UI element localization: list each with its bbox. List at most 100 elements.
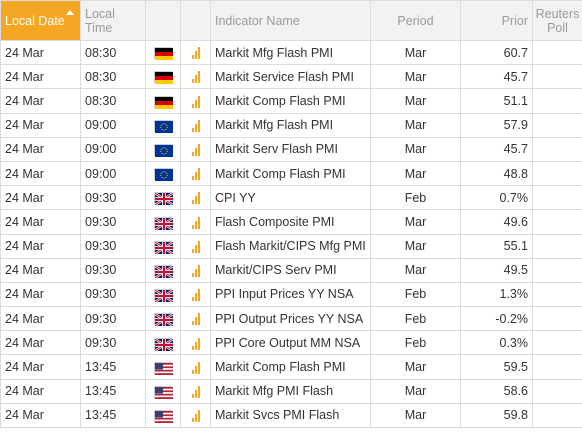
column-header-country[interactable] bbox=[145, 0, 181, 41]
row-prior: 55.1 bbox=[460, 233, 533, 259]
us-flag-icon bbox=[154, 361, 173, 375]
row-importance bbox=[180, 185, 211, 211]
header-row: Local Date Local Time Indicator Name Per… bbox=[0, 0, 582, 41]
row-indicator-name[interactable]: PPI Output Prices YY NSA bbox=[210, 306, 371, 332]
uk-flag-icon bbox=[154, 313, 174, 328]
row-country bbox=[145, 257, 181, 283]
row-importance bbox=[180, 306, 211, 332]
table-row[interactable]: 24 Mar 09:00 Markit Comp Flash PMI Mar 48.8 bbox=[0, 160, 582, 187]
importance-bars-icon bbox=[191, 168, 200, 181]
eu-flag-icon bbox=[154, 144, 173, 158]
row-period: Mar bbox=[370, 160, 461, 187]
table-row[interactable]: 24 Mar 13:45 Markit Svcs PMI Flash Mar 59.8 bbox=[0, 402, 582, 429]
column-header-indicator-name[interactable]: Indicator Name bbox=[210, 0, 371, 41]
row-period: Mar bbox=[370, 209, 461, 235]
period-label: Period bbox=[397, 13, 434, 28]
row-reuters-poll bbox=[532, 402, 582, 429]
importance-bars-icon bbox=[191, 95, 200, 108]
importance-bars-icon bbox=[191, 240, 200, 253]
table-row[interactable]: 24 Mar 09:30 PPI Output Prices YY NSA Feb -0… bbox=[0, 306, 582, 332]
row-date: 24 Mar bbox=[0, 136, 81, 162]
row-prior: 59.8 bbox=[460, 402, 533, 429]
table-row[interactable]: 24 Mar 09:00 Markit Mfg Flash PMI Mar 57.9 bbox=[0, 112, 582, 138]
row-indicator-name[interactable]: Markit Service Flash PMI bbox=[210, 64, 371, 90]
importance-bars-icon bbox=[191, 410, 200, 423]
row-indicator-name[interactable]: Markit Mfg PMI Flash bbox=[210, 378, 371, 404]
row-importance bbox=[180, 402, 211, 429]
row-reuters-poll bbox=[532, 257, 582, 283]
row-time: 09:00 bbox=[80, 136, 146, 162]
table-row[interactable]: 24 Mar 13:45 Markit Comp Flash PMI Mar 59.5 bbox=[0, 354, 582, 380]
importance-bars-icon bbox=[191, 216, 200, 229]
row-time: 09:30 bbox=[80, 185, 146, 211]
table-row[interactable]: 24 Mar 09:30 Markit/CIPS Serv PMI Mar 49.5 bbox=[0, 257, 582, 283]
row-reuters-poll bbox=[532, 185, 582, 211]
column-header-prior[interactable]: Prior bbox=[460, 0, 533, 41]
row-date: 24 Mar bbox=[0, 88, 81, 114]
uk-flag-icon bbox=[154, 337, 174, 352]
table-row[interactable]: 24 Mar 09:30 Flash Composite PMI Mar 49.6 bbox=[0, 209, 582, 235]
row-indicator-name[interactable]: Flash Composite PMI bbox=[210, 209, 371, 235]
table-row[interactable]: 24 Mar 09:30 PPI Core Output MM NSA Feb 0.3% bbox=[0, 330, 582, 356]
row-date: 24 Mar bbox=[0, 39, 81, 66]
row-indicator-name[interactable]: Markit Mfg Flash PMI bbox=[210, 112, 371, 138]
column-header-local-date[interactable]: Local Date bbox=[0, 0, 81, 41]
row-indicator-name[interactable]: CPI YY bbox=[210, 185, 371, 211]
row-importance bbox=[180, 378, 211, 404]
table-row[interactable]: 24 Mar 08:30 Markit Comp Flash PMI Mar 51.1 bbox=[0, 88, 582, 114]
row-indicator-name[interactable]: Markit Comp Flash PMI bbox=[210, 88, 371, 114]
row-indicator-name[interactable]: Markit Serv Flash PMI bbox=[210, 136, 371, 162]
importance-bars-icon bbox=[191, 313, 200, 326]
row-prior: 48.8 bbox=[460, 160, 533, 187]
us-flag-icon bbox=[154, 410, 173, 424]
row-period: Mar bbox=[370, 233, 461, 259]
column-header-period[interactable]: Period bbox=[370, 0, 461, 41]
row-prior: 0.7% bbox=[460, 185, 533, 211]
table-row[interactable]: 24 Mar 09:30 CPI YY Feb 0.7% bbox=[0, 185, 582, 211]
column-header-local-time[interactable]: Local Time bbox=[80, 0, 146, 41]
sort-ascending-icon bbox=[66, 10, 74, 15]
row-indicator-name[interactable]: Markit Comp Flash PMI bbox=[210, 160, 371, 187]
row-time: 09:30 bbox=[80, 281, 146, 308]
indicator-name-label: Indicator Name bbox=[215, 13, 300, 28]
row-country bbox=[145, 88, 181, 114]
table-row[interactable]: 24 Mar 08:30 Markit Service Flash PMI Mar 45… bbox=[0, 64, 582, 90]
row-reuters-poll bbox=[532, 88, 582, 114]
table-row[interactable]: 24 Mar 08:30 Markit Mfg Flash PMI Mar 60.7 bbox=[0, 39, 582, 66]
row-indicator-name[interactable]: Flash Markit/CIPS Mfg PMI bbox=[210, 233, 371, 259]
row-country bbox=[145, 330, 181, 356]
row-country bbox=[145, 64, 181, 90]
row-indicator-name[interactable]: Markit Mfg Flash PMI bbox=[210, 39, 371, 66]
row-date: 24 Mar bbox=[0, 209, 81, 235]
row-period: Mar bbox=[370, 378, 461, 404]
row-reuters-poll bbox=[532, 64, 582, 90]
row-indicator-name[interactable]: Markit/CIPS Serv PMI bbox=[210, 257, 371, 283]
row-indicator-name[interactable]: PPI Core Output MM NSA bbox=[210, 330, 371, 356]
importance-bars-icon bbox=[191, 289, 200, 302]
table-row[interactable]: 24 Mar 09:00 Markit Serv Flash PMI Mar 45.7 bbox=[0, 136, 582, 162]
row-country bbox=[145, 378, 181, 404]
row-country bbox=[145, 209, 181, 235]
column-header-reuters-poll[interactable]: Reuters Poll bbox=[532, 0, 582, 41]
row-indicator-name[interactable]: Markit Svcs PMI Flash bbox=[210, 402, 371, 429]
row-importance bbox=[180, 88, 211, 114]
row-time: 13:45 bbox=[80, 354, 146, 380]
row-indicator-name[interactable]: Markit Comp Flash PMI bbox=[210, 354, 371, 380]
row-importance bbox=[180, 281, 211, 308]
row-time: 09:00 bbox=[80, 160, 146, 187]
column-header-importance[interactable] bbox=[180, 0, 211, 41]
row-prior: 58.6 bbox=[460, 378, 533, 404]
row-period: Feb bbox=[370, 330, 461, 356]
row-indicator-name[interactable]: PPI Input Prices YY NSA bbox=[210, 281, 371, 308]
table-row[interactable]: 24 Mar 13:45 Markit Mfg PMI Flash Mar 58.6 bbox=[0, 378, 582, 404]
row-time: 09:30 bbox=[80, 233, 146, 259]
importance-bars-icon bbox=[191, 264, 200, 277]
row-date: 24 Mar bbox=[0, 378, 81, 404]
table-row[interactable]: 24 Mar 09:30 PPI Input Prices YY NSA Feb 1.3… bbox=[0, 281, 582, 308]
row-reuters-poll bbox=[532, 354, 582, 380]
row-period: Mar bbox=[370, 64, 461, 90]
prior-label: Prior bbox=[501, 13, 528, 28]
row-prior: 1.3% bbox=[460, 281, 533, 308]
table-row[interactable]: 24 Mar 09:30 Flash Markit/CIPS Mfg PMI Mar 5… bbox=[0, 233, 582, 259]
